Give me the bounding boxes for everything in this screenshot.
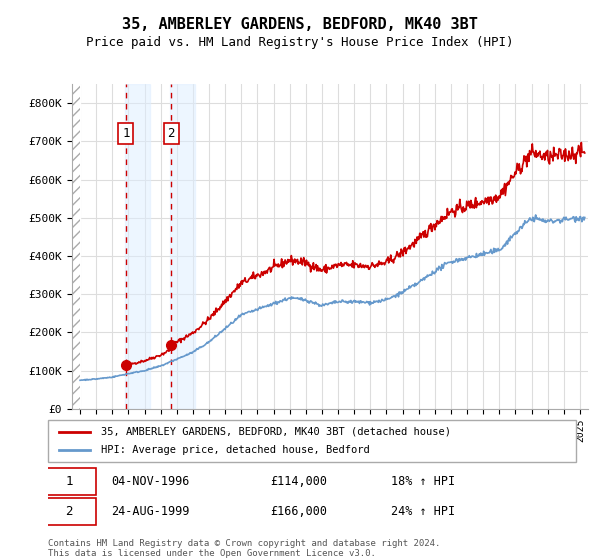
Text: HPI: Average price, detached house, Bedford: HPI: Average price, detached house, Bedf… <box>101 445 370 455</box>
Text: £166,000: £166,000 <box>270 505 327 519</box>
Text: £114,000: £114,000 <box>270 475 327 488</box>
Text: Contains HM Land Registry data © Crown copyright and database right 2024.
This d: Contains HM Land Registry data © Crown c… <box>48 539 440 558</box>
Text: Price paid vs. HM Land Registry's House Price Index (HPI): Price paid vs. HM Land Registry's House … <box>86 36 514 49</box>
Bar <box>170 84 196 409</box>
FancyBboxPatch shape <box>43 468 95 495</box>
Text: 35, AMBERLEY GARDENS, BEDFORD, MK40 3BT: 35, AMBERLEY GARDENS, BEDFORD, MK40 3BT <box>122 17 478 32</box>
Text: 24-AUG-1999: 24-AUG-1999 <box>112 505 190 519</box>
Text: 2: 2 <box>65 505 73 519</box>
Text: 1: 1 <box>65 475 73 488</box>
Bar <box>125 84 150 409</box>
Text: 35, AMBERLEY GARDENS, BEDFORD, MK40 3BT (detached house): 35, AMBERLEY GARDENS, BEDFORD, MK40 3BT … <box>101 427 451 437</box>
Text: 04-NOV-1996: 04-NOV-1996 <box>112 475 190 488</box>
Text: 24% ↑ HPI: 24% ↑ HPI <box>391 505 455 519</box>
FancyBboxPatch shape <box>43 498 95 525</box>
Bar <box>72 84 80 409</box>
FancyBboxPatch shape <box>48 420 576 462</box>
Bar <box>72 84 80 409</box>
Text: 18% ↑ HPI: 18% ↑ HPI <box>391 475 455 488</box>
Text: 1: 1 <box>122 127 130 140</box>
Text: 2: 2 <box>167 127 175 140</box>
